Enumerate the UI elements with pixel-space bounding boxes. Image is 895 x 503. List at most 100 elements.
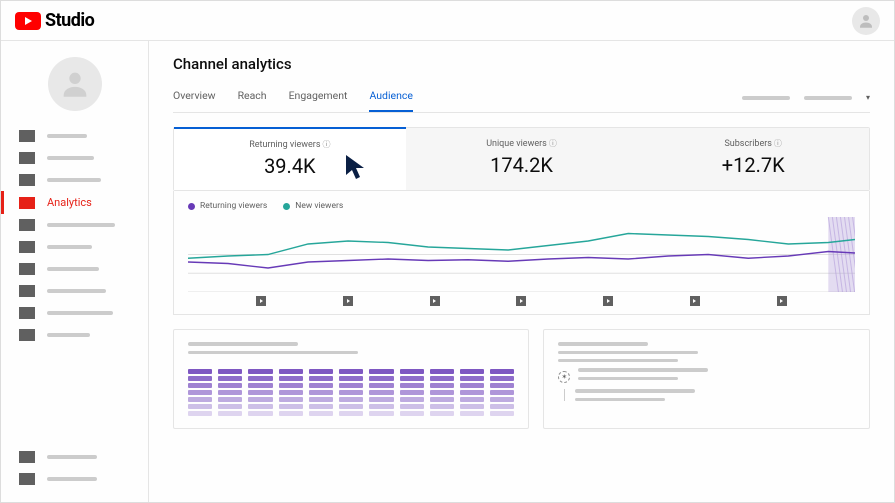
card-subtitle-placeholder (188, 351, 358, 354)
person-icon (58, 67, 92, 101)
play-marker-icon[interactable] (777, 296, 787, 306)
chart-legend: Returning viewers New viewers (188, 201, 855, 211)
copyright-icon (19, 263, 35, 275)
tree-branch (564, 389, 855, 401)
customization-icon (19, 307, 35, 319)
card-subtitle-placeholder (558, 359, 678, 362)
histogram-column (188, 369, 212, 416)
play-marker-icon[interactable] (690, 296, 700, 306)
dropdown-caret-icon[interactable]: ▾ (866, 93, 870, 102)
sidebar-nav: Analytics (1, 125, 148, 446)
youtube-icon (15, 12, 41, 30)
sidebar-item-copyright[interactable] (1, 258, 148, 280)
sidebar-item-audio[interactable] (1, 324, 148, 346)
app-body: Analytics Channel analytics Overview Reac… (1, 41, 894, 502)
histogram-column (218, 369, 242, 416)
sidebar-item-subtitles[interactable] (1, 236, 148, 258)
main-content: Channel analytics Overview Reach Engagemen… (149, 41, 894, 502)
tile-label: Returning viewers (174, 139, 406, 150)
legend-dot (188, 203, 195, 210)
play-marker-icon[interactable] (343, 296, 353, 306)
tree-node-icon: ✶ (558, 371, 570, 383)
legend-item-new: New viewers (283, 201, 343, 211)
sidebar-item-content[interactable] (1, 147, 148, 169)
analytics-icon (19, 197, 35, 209)
play-marker-icon[interactable] (430, 296, 440, 306)
sidebar-item-label-placeholder (47, 223, 115, 227)
settings-icon (19, 451, 35, 463)
metric-tile-1[interactable]: Unique viewers174.2K (406, 128, 638, 190)
sidebar-item-comments[interactable] (1, 214, 148, 236)
card-title-placeholder (558, 342, 648, 346)
play-marker-icon[interactable] (516, 296, 526, 306)
profile-avatar-button[interactable] (852, 7, 880, 35)
equalizer-histogram (188, 366, 514, 416)
sidebar-item-label-placeholder (47, 477, 97, 481)
page-title: Channel analytics (173, 55, 870, 73)
histogram-card (173, 329, 529, 429)
sidebar-item-label: Analytics (47, 196, 92, 209)
tree-node-label-placeholder (578, 368, 708, 372)
sidebar-item-label-placeholder (47, 245, 92, 249)
tile-label: Subscribers (637, 138, 869, 149)
person-icon (857, 12, 875, 30)
cursor-pointer-icon (344, 153, 368, 185)
legend-label: Returning viewers (200, 201, 267, 211)
tree-child-placeholder (575, 389, 695, 393)
tree-node-row: ✶ (558, 368, 855, 385)
metric-tile-0[interactable]: Returning viewers 39.4K (174, 127, 406, 190)
sidebar: Analytics (1, 41, 149, 502)
metric-tile-2[interactable]: Subscribers +12.7K (637, 128, 869, 190)
tile-value: 39.4K (174, 154, 406, 178)
sidebar-item-analytics[interactable]: Analytics (1, 191, 148, 214)
tree-child-sub-placeholder (575, 398, 665, 401)
subtitles-icon (19, 241, 35, 253)
sidebar-item-playlists[interactable] (1, 169, 148, 191)
histogram-column (339, 369, 363, 416)
tile-value: +12.7K (637, 153, 869, 177)
tab-reach[interactable]: Reach (238, 83, 267, 112)
tab-audience[interactable]: Audience (369, 83, 413, 112)
card-title-placeholder (188, 342, 298, 346)
sidebar-item-customization[interactable] (1, 302, 148, 324)
histogram-column (369, 369, 393, 416)
date-range-placeholder-2[interactable] (804, 96, 852, 100)
content-icon (19, 152, 35, 164)
sidebar-item-label-placeholder (47, 289, 106, 293)
dashboard-icon (19, 130, 35, 142)
audio-icon (19, 329, 35, 341)
tab-overview[interactable]: Overview (173, 83, 216, 112)
channel-avatar[interactable] (48, 57, 102, 111)
play-marker-icon[interactable] (603, 296, 613, 306)
play-marker-icon[interactable] (256, 296, 266, 306)
brand-logo[interactable]: Studio (15, 10, 94, 31)
tab-engagement[interactable]: Engagement (289, 83, 348, 112)
line-chart (188, 217, 855, 292)
monetization-icon (19, 285, 35, 297)
comments-icon (19, 219, 35, 231)
sidebar-item-label-placeholder (47, 333, 90, 337)
histogram-column (309, 369, 333, 416)
brand-text: Studio (45, 10, 94, 31)
playlists-icon (19, 174, 35, 186)
sidebar-item-settings[interactable] (1, 446, 148, 468)
histogram-column (248, 369, 272, 416)
viewers-chart-panel: Returning viewers New viewers (173, 191, 870, 315)
sidebar-item-feedback[interactable] (1, 468, 148, 490)
sidebar-item-dashboard[interactable] (1, 125, 148, 147)
feedback-icon (19, 473, 35, 485)
sidebar-item-label-placeholder (47, 134, 87, 138)
sidebar-item-label-placeholder (47, 267, 99, 271)
tree-node-sub-placeholder (578, 377, 678, 380)
sidebar-item-label-placeholder (47, 178, 101, 182)
bottom-cards-row: ✶ (173, 329, 870, 429)
metric-tiles: Returning viewers 39.4KUnique viewers174.… (173, 127, 870, 191)
analytics-tabs: Overview Reach Engagement Audience ▾ (173, 83, 870, 113)
tile-label: Unique viewers (406, 138, 638, 149)
sidebar-item-monetization[interactable] (1, 280, 148, 302)
timeline-play-markers (188, 292, 855, 306)
app-header: Studio (1, 1, 894, 41)
date-range-placeholder[interactable] (742, 96, 790, 100)
card-subtitle-placeholder (558, 351, 698, 354)
sidebar-nav-bottom (1, 446, 148, 502)
